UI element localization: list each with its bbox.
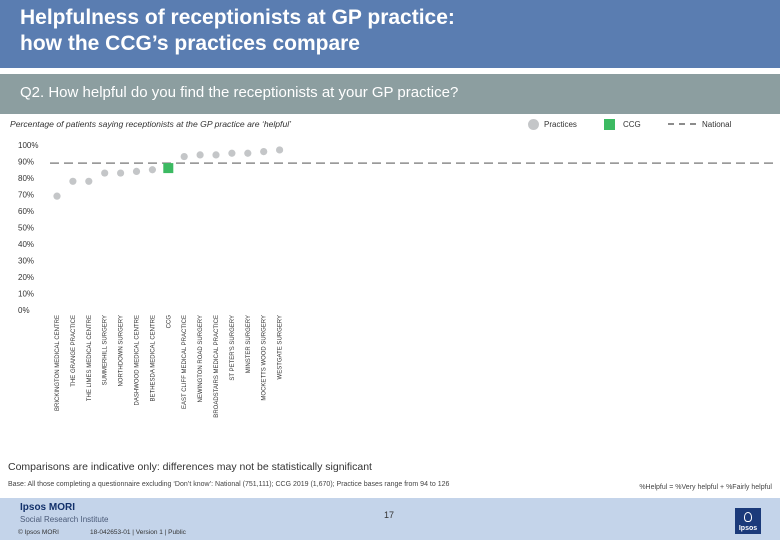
legend-practices: Practices	[528, 118, 577, 130]
question-bar: Q2. How helpful do you find the receptio…	[0, 74, 780, 114]
slide-title: Helpfulness of receptionists at GP pract…	[20, 5, 455, 57]
x-tick-label: BETHESDA MEDICAL CENTRE	[150, 315, 156, 401]
x-tick-label: EAST CLIFF MEDICAL PRACTICE	[182, 315, 188, 409]
y-tick-label: 10%	[18, 290, 34, 299]
copyright: © Ipsos MORI	[18, 529, 59, 536]
practice-marker	[276, 146, 284, 154]
x-tick-label: MINSTER SURGERY	[246, 315, 252, 373]
x-tick-label: NORTHDOWN SURGERY	[119, 315, 125, 386]
job-reference: 18-042653-01 | Version 1 | Public	[90, 529, 186, 536]
title-line-2: how the CCG’s practices compare	[20, 32, 360, 55]
page-number: 17	[384, 510, 395, 520]
x-tick-label: WESTGATE SURGERY	[278, 315, 284, 379]
ipsos-badge: Ipsos	[735, 508, 761, 534]
ipsos-mark-icon	[744, 512, 752, 522]
practice-marker	[132, 167, 141, 175]
x-tick-label: SUMMERHILL SURGERY	[103, 315, 109, 385]
y-tick-label: 70%	[18, 191, 34, 200]
x-tick-label: BROADSTAIRS MEDICAL PRACTICE	[214, 315, 220, 418]
practice-marker	[85, 177, 93, 185]
question-text: Q2. How helpful do you find the receptio…	[20, 84, 459, 101]
ccg-marker	[163, 163, 174, 174]
practice-marker	[69, 177, 77, 185]
y-tick-label: 0%	[18, 306, 30, 315]
x-tick-label: NEWINGTON ROAD SURGERY	[198, 315, 204, 402]
practice-marker	[101, 169, 109, 177]
title-line-1: Helpfulness of receptionists at GP pract…	[20, 6, 455, 29]
practice-marker	[260, 148, 268, 156]
slide-footer: Ipsos MORI Social Research Institute © I…	[0, 498, 780, 540]
practice-marker	[196, 151, 204, 159]
legend-practices-label: Practices	[544, 119, 577, 129]
y-tick-label: 40%	[18, 240, 34, 249]
legend-ccg-label: CCG	[623, 119, 641, 129]
y-tick-label: 20%	[18, 273, 34, 282]
chart-subtitle: Percentage of patients saying receptioni…	[10, 119, 292, 129]
legend-national-label: National	[702, 119, 732, 129]
practice-marker	[244, 149, 252, 157]
y-tick-label: 50%	[18, 224, 34, 233]
x-tick-label: BRICKINGTON MEDICAL CENTRE	[55, 315, 61, 411]
y-tick-label: 100%	[18, 141, 38, 150]
national-line-icon	[668, 123, 696, 125]
y-tick-label: 80%	[18, 174, 34, 183]
practice-marker	[53, 192, 61, 200]
x-tick-label: DASHWOOD MEDICAL CENTRE	[135, 315, 141, 405]
practice-marker-icon	[528, 118, 539, 130]
slide-header: Helpfulness of receptionists at GP pract…	[0, 0, 780, 68]
practice-marker	[148, 166, 156, 174]
x-tick-label: ST PETER'S SURGERY	[230, 315, 236, 381]
practice-marker	[228, 149, 236, 157]
legend-national: National	[668, 118, 731, 130]
base-note: Base: All those completing a questionnai…	[8, 481, 450, 488]
helpfulness-chart: 0% 10% 20% 30% 40% 50% 60% 70% 80% 90% 100% BRICKIN…	[18, 141, 775, 418]
practice-marker	[212, 151, 220, 159]
x-tick-label: THE LIMES MEDICAL CENTRE	[87, 315, 93, 401]
practice-marker	[117, 169, 125, 177]
legend-ccg: CCG	[604, 118, 641, 130]
x-tick-label: MOCKETTS WOOD SURGERY	[262, 315, 268, 401]
y-tick-label: 90%	[18, 158, 34, 167]
significance-note: Comparisons are indicative only: differe…	[8, 461, 372, 473]
x-tick-label: CCG	[166, 315, 172, 329]
y-tick-label: 60%	[18, 207, 34, 216]
y-tick-label: 30%	[18, 257, 34, 266]
ccg-marker-icon	[604, 118, 615, 130]
practice-marker	[180, 152, 188, 161]
helpful-definition: %Helpful = %Very helpful + %Fairly helpf…	[639, 484, 772, 491]
ipsos-badge-text: Ipsos	[738, 525, 758, 532]
x-tick-label: THE GRANGE PRACTICE	[71, 315, 77, 387]
ipsos-logo-subtitle: Social Research Institute	[20, 515, 109, 524]
ipsos-logo: Ipsos MORI	[20, 502, 76, 513]
